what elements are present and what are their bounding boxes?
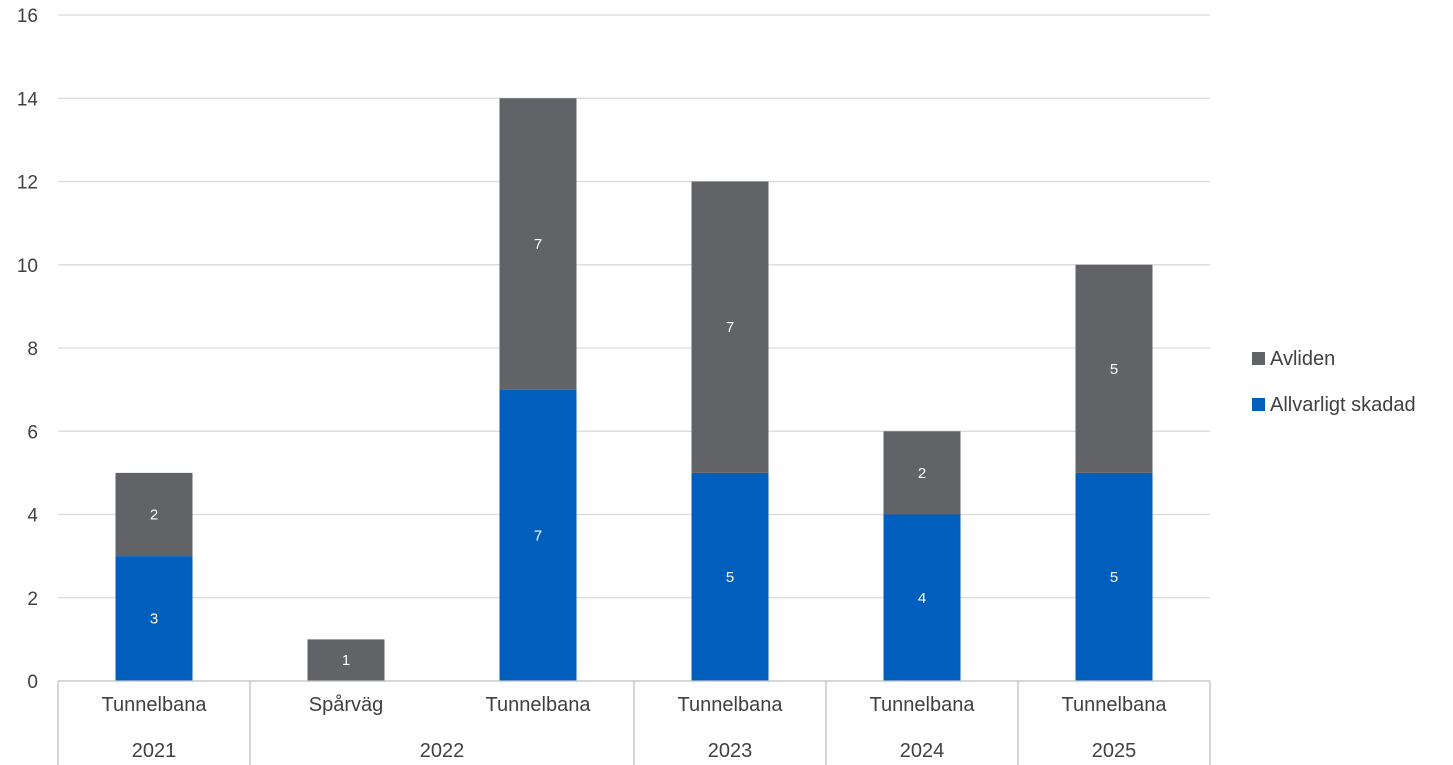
x-category-label: Spårväg xyxy=(309,694,384,716)
data-label: 2 xyxy=(150,507,158,524)
bar-segment xyxy=(691,181,769,473)
x-group-label: 2023 xyxy=(708,740,753,762)
y-tick-label: 10 xyxy=(17,256,38,277)
data-label: 1 xyxy=(342,652,350,669)
bar-segment xyxy=(883,514,961,681)
x-category-label: Tunnelbana xyxy=(870,694,976,716)
legend-label: Avliden xyxy=(1270,348,1335,370)
bars xyxy=(115,98,1153,681)
data-labels: 3 2 1 7 7 5 7 4 2 5 5 xyxy=(150,236,1118,669)
bar-segment xyxy=(883,431,961,515)
x-group-label: 2025 xyxy=(1092,740,1137,762)
y-tick-label: 0 xyxy=(27,672,38,693)
data-label: 5 xyxy=(1110,569,1118,586)
data-label: 2 xyxy=(918,465,926,482)
y-tick-label: 2 xyxy=(27,589,38,610)
legend-label: Allvarligt skadad xyxy=(1270,394,1416,416)
gridlines xyxy=(58,14,1210,599)
bar-segment xyxy=(115,556,193,681)
data-label: 4 xyxy=(918,590,926,607)
bar-segment xyxy=(307,639,385,681)
y-tick-label: 14 xyxy=(17,89,39,110)
data-label: 7 xyxy=(726,319,734,336)
y-tick-label: 12 xyxy=(17,173,38,194)
data-label: 7 xyxy=(534,527,542,544)
data-label: 3 xyxy=(150,611,158,628)
bar-segment xyxy=(499,389,577,681)
x-category-label: Tunnelbana xyxy=(486,694,592,716)
data-label: 7 xyxy=(534,236,542,253)
bar-segment xyxy=(1075,472,1153,681)
y-axis-ticks: 0 2 4 6 8 10 12 14 16 xyxy=(17,6,39,693)
y-tick-label: 6 xyxy=(27,422,38,443)
bar-segment xyxy=(115,472,193,557)
y-tick-label: 16 xyxy=(17,6,38,27)
y-tick-label: 4 xyxy=(27,506,38,527)
x-group-label: 2021 xyxy=(132,740,177,762)
bar-segment xyxy=(1075,264,1153,473)
legend-swatch xyxy=(1252,398,1265,411)
x-group-label: 2022 xyxy=(420,740,465,762)
x-axis: Tunnelbana Spårväg Tunnelbana Tunnelbana Tun… xyxy=(57,680,1211,765)
legend-swatch xyxy=(1252,352,1265,365)
x-category-label: Tunnelbana xyxy=(1062,694,1168,716)
x-category-label: Tunnelbana xyxy=(678,694,784,716)
data-label: 5 xyxy=(1110,361,1118,378)
bar-segment xyxy=(691,472,769,681)
y-tick-label: 8 xyxy=(27,339,38,360)
bar-segment xyxy=(499,98,577,390)
x-category-label: Tunnelbana xyxy=(102,694,208,716)
x-group-label: 2024 xyxy=(900,740,945,762)
legend: Avliden Allvarligt skadad xyxy=(1252,348,1416,416)
data-label: 5 xyxy=(726,569,734,586)
